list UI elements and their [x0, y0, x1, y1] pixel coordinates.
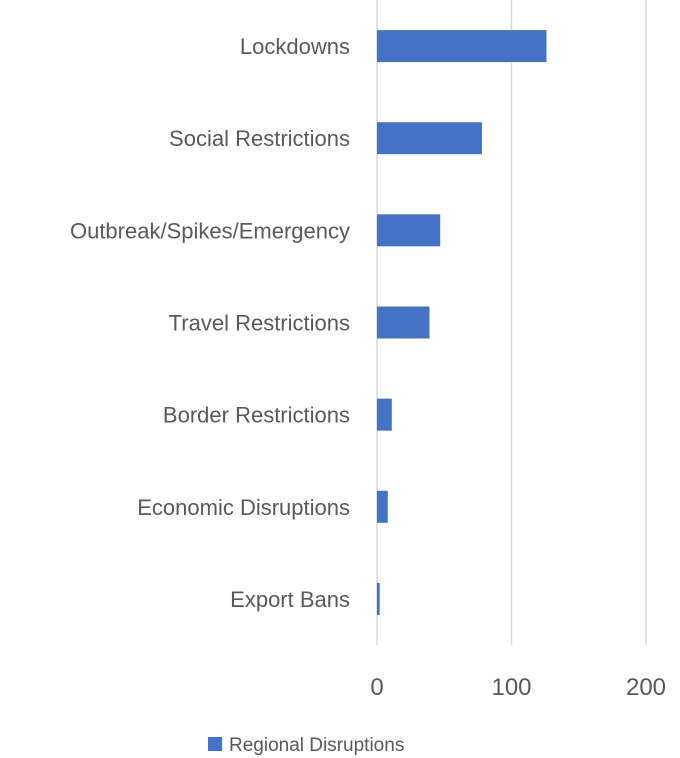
x-tick-label: 0: [370, 674, 383, 701]
category-label: Outbreak/Spikes/Emergency: [70, 218, 350, 243]
bar: [377, 398, 392, 431]
x-axis-tick-labels: 0 100 200: [370, 674, 666, 701]
bar: [377, 122, 482, 155]
category-label: Travel Restrictions: [169, 311, 350, 336]
bar: [377, 490, 388, 523]
bars: [377, 30, 547, 615]
category-label: Border Restrictions: [163, 403, 350, 428]
bar: [377, 306, 430, 339]
x-tick-label: 200: [626, 674, 666, 701]
legend-label: Regional Disruptions: [229, 735, 404, 756]
legend: Regional Disruptions: [208, 735, 404, 756]
category-label: Export Bans: [230, 587, 350, 612]
bar: [377, 582, 380, 615]
bar: [377, 214, 441, 247]
category-label: Social Restrictions: [169, 126, 350, 151]
x-tick-label: 100: [491, 674, 531, 701]
category-label: Economic Disruptions: [137, 495, 350, 520]
legend-swatch: [208, 737, 222, 751]
category-labels: Lockdowns Social Restrictions Outbreak/Spi…: [70, 34, 350, 612]
bar: [377, 30, 547, 63]
category-label: Lockdowns: [240, 34, 350, 59]
